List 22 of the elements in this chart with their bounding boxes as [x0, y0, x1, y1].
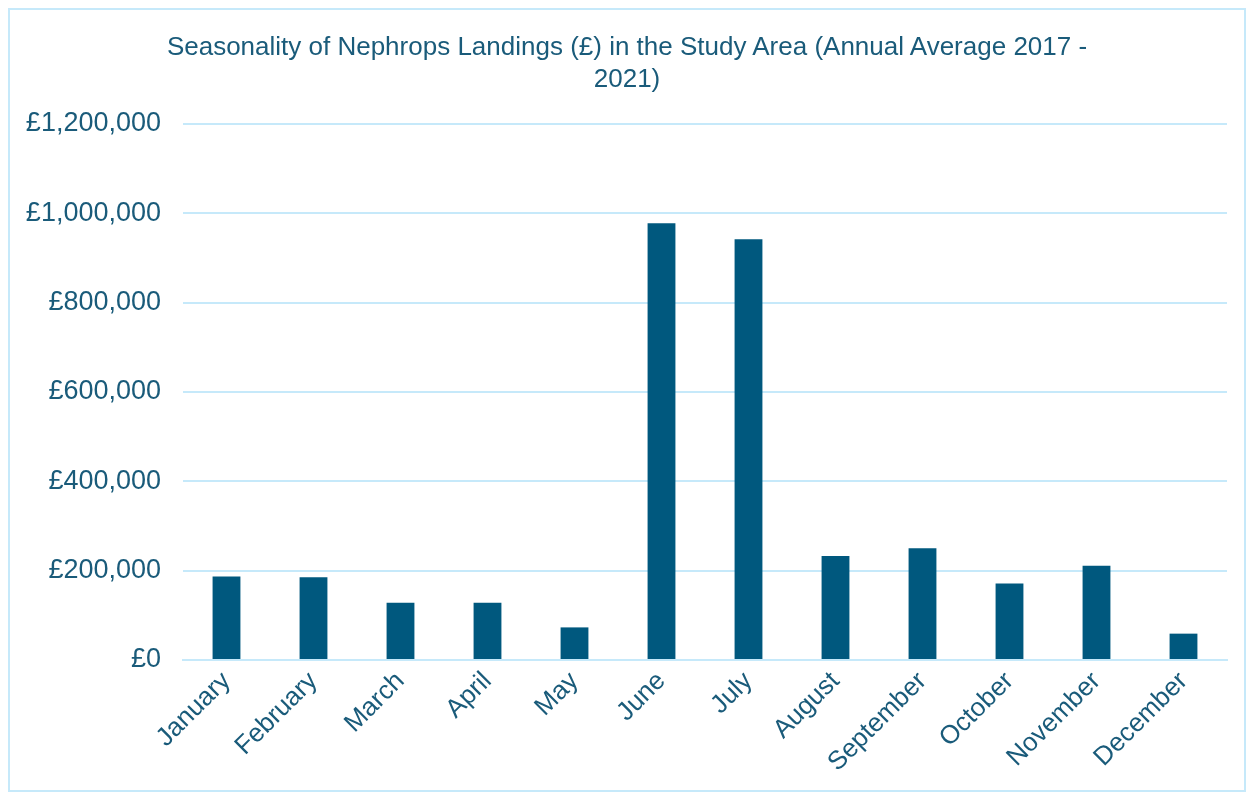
y-tick-label: £1,200,000: [25, 107, 161, 138]
bar: [560, 627, 589, 659]
bar: [734, 239, 763, 659]
y-tick-label: £600,000: [48, 375, 161, 406]
y-tick-label: £0: [130, 643, 161, 674]
bar: [212, 576, 241, 659]
bar: [1169, 633, 1198, 659]
x-tick-label: July: [703, 665, 758, 720]
x-tick-label: May: [527, 665, 584, 722]
y-tick-label: £800,000: [48, 286, 161, 317]
bar: [299, 577, 328, 659]
bar: [473, 602, 502, 659]
bar: [1082, 565, 1111, 659]
y-tick-label: £200,000: [48, 554, 161, 585]
bar: [995, 583, 1024, 659]
bar: [386, 602, 415, 659]
bar: [908, 548, 937, 659]
bar: [647, 223, 676, 659]
bar: [821, 555, 850, 659]
y-tick-label: £1,000,000: [25, 196, 161, 227]
chart-title: Seasonality of Nephrops Landings (£) in the Study Area (Annual Average 2017 - 2021): [165, 30, 1089, 94]
y-tick-label: £400,000: [48, 464, 161, 495]
